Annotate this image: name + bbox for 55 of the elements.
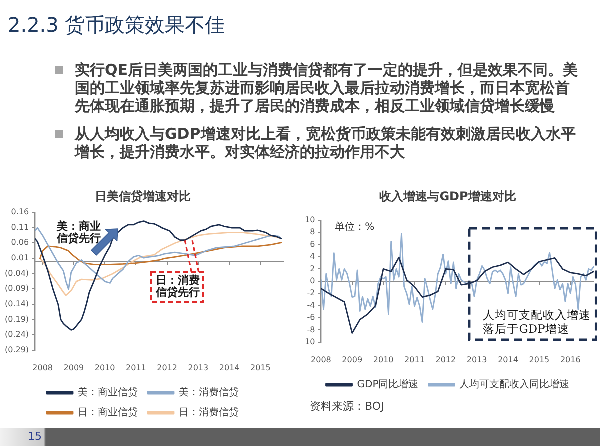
legend-label: 美：消费信贷 bbox=[179, 386, 239, 399]
text: 从人均收入与GDP增速对比上看，宽松货币政策未能有效刺激居民收入水平增长，提升消费水平。对实体经济的拉动作用不大 bbox=[75, 125, 577, 161]
chart-title: 日美信贷增速对比 bbox=[95, 189, 191, 204]
x-tick-label: 2008 bbox=[32, 363, 54, 372]
legend-label: 日：消费信贷 bbox=[179, 406, 239, 419]
x-tick-label: 2016 bbox=[560, 355, 581, 364]
y-tick-label: 0.16 bbox=[11, 207, 30, 216]
x-tick-label: 2012 bbox=[436, 355, 456, 364]
y-tick-label: (0.04) bbox=[4, 268, 30, 278]
x-tick-label: 2010 bbox=[373, 355, 394, 364]
y-tick-label: 8 bbox=[310, 228, 316, 237]
y-tick-label: 2 bbox=[310, 264, 316, 274]
y-tick-label: 0.11 bbox=[11, 222, 30, 232]
x-tick-label: 2013 bbox=[466, 355, 488, 364]
annotation: 人均可支配收入增速落后于GDP增速 bbox=[483, 308, 592, 336]
y-tick-label: -4 bbox=[307, 300, 316, 310]
annotation: 美：商业信贷先行 bbox=[57, 220, 102, 245]
text: 实行QE后日美两国的工业与消费信贷都有了一定的提升，但是效果不同。美国的工业领域率先复苏进而影响居民收入最后拉动消费增长，而日本宽松首先体现在通胀预期，提升了居民的消费成本，相反工业领域信贷增长缓慢 bbox=[75, 61, 579, 115]
text: 15 bbox=[28, 430, 42, 444]
y-tick-label: 10 bbox=[304, 215, 316, 224]
x-tick-label: 2013 bbox=[188, 363, 209, 372]
x-tick-label: 2015 bbox=[250, 363, 271, 372]
chart-title: 收入增速与GDP增速对比 bbox=[380, 189, 516, 204]
y-tick-label: 6 bbox=[310, 240, 316, 249]
x-tick-label: 2014 bbox=[498, 355, 518, 364]
y-tick-label: -2 bbox=[307, 288, 316, 298]
y-tick-label: -6 bbox=[307, 313, 316, 322]
y-tick-label: (0.14) bbox=[4, 299, 30, 308]
y-tick-label: (0.09) bbox=[4, 284, 30, 294]
y-axis-title: 单位：% bbox=[335, 220, 375, 233]
annotation: 日：消费信贷先行 bbox=[156, 274, 202, 299]
x-tick-label: 2011 bbox=[404, 355, 425, 364]
legend-label: 日：商业信贷 bbox=[78, 406, 138, 419]
x-tick-label: 2010 bbox=[94, 363, 116, 372]
x-tick-label: 2008 bbox=[311, 355, 332, 364]
x-tick-label: 2009 bbox=[64, 363, 84, 372]
x-tick-label: 2015 bbox=[529, 355, 550, 364]
y-tick-label: 0 bbox=[310, 276, 316, 286]
y-tick-label: 10 bbox=[304, 337, 316, 346]
y-tick-label: 0.06 bbox=[11, 238, 30, 248]
y-tick-label: (0.24) bbox=[4, 330, 30, 340]
text: 资料来源：BOJ bbox=[310, 400, 386, 413]
x-tick-label: 2014 bbox=[219, 363, 240, 372]
legend-label: 人均可支配收入同比增速 bbox=[460, 378, 570, 391]
y-tick-label: 0.01 bbox=[11, 253, 30, 262]
x-tick-label: 2012 bbox=[157, 363, 178, 372]
legend-label: 美：商业信贷 bbox=[78, 386, 138, 399]
y-tick-label: 4 bbox=[310, 252, 316, 262]
x-tick-label: 2011 bbox=[126, 363, 146, 372]
legend-label: GDP同比增速 bbox=[357, 378, 419, 391]
x-tick-label: 2009 bbox=[342, 355, 363, 364]
y-tick-label: (0.29) bbox=[4, 345, 30, 354]
y-tick-label: -8 bbox=[307, 325, 316, 334]
text: 2.2.3 货币政策效果不佳 bbox=[8, 13, 226, 37]
y-tick-label: (0.19) bbox=[4, 314, 30, 324]
